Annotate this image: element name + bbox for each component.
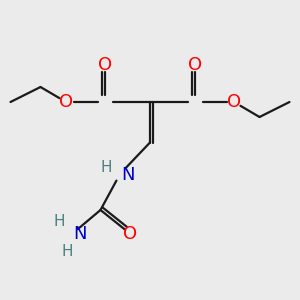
Text: H: H: [62, 244, 73, 259]
Text: O: O: [98, 56, 112, 74]
Text: O: O: [227, 93, 241, 111]
Text: N: N: [74, 225, 87, 243]
Text: O: O: [123, 225, 138, 243]
Text: H: H: [54, 214, 65, 230]
Text: H: H: [100, 160, 112, 175]
Text: N: N: [122, 167, 135, 184]
Text: O: O: [59, 93, 73, 111]
Text: O: O: [188, 56, 202, 74]
